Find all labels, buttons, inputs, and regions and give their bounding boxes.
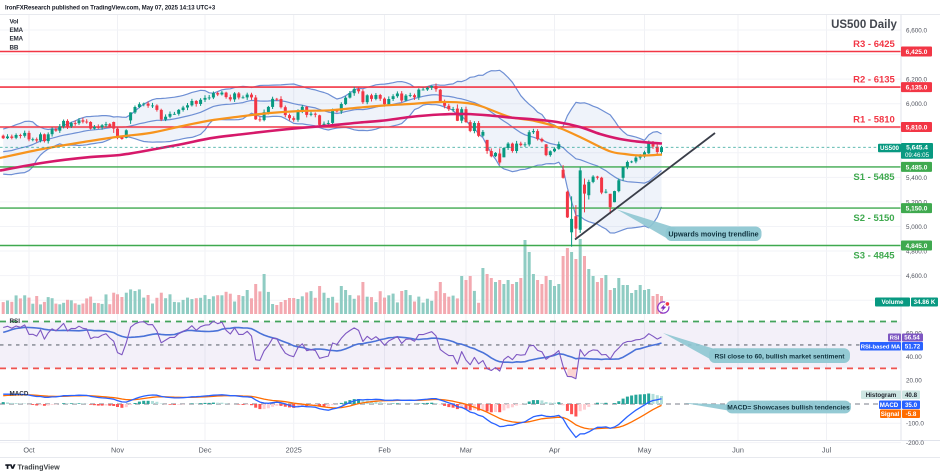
svg-text:RSI: RSI (10, 318, 21, 325)
svg-text:Dec: Dec (199, 446, 212, 455)
svg-text:6,600.0: 6,600.0 (906, 27, 928, 34)
svg-text:5,150.0: 5,150.0 (906, 206, 928, 213)
svg-text:6,200.0: 6,200.0 (906, 77, 928, 84)
svg-text:US500 Daily: US500 Daily (831, 19, 897, 31)
svg-text:Jul: Jul (822, 446, 832, 455)
svg-text:S3 - 4845: S3 - 4845 (853, 251, 895, 262)
svg-text:5,000.0: 5,000.0 (906, 224, 928, 231)
svg-text:Jun: Jun (732, 446, 744, 455)
svg-text:R3 - 6425: R3 - 6425 (853, 39, 895, 50)
svg-text:R2 - 6135: R2 - 6135 (853, 75, 895, 86)
svg-text:May: May (638, 446, 652, 455)
svg-text:5,645.4: 5,645.4 (906, 145, 928, 152)
svg-text:TradingView: TradingView (18, 462, 61, 471)
svg-text:56.54: 56.54 (904, 334, 920, 341)
svg-text:Upwards moving trendline: Upwards moving trendline (668, 229, 758, 238)
svg-text:Apr: Apr (549, 446, 561, 455)
svg-text:20.00: 20.00 (906, 378, 922, 385)
svg-text:Volume: Volume (882, 299, 904, 306)
svg-text:6,000.0: 6,000.0 (906, 101, 928, 108)
svg-text:09:46:05: 09:46:05 (905, 152, 930, 159)
svg-text:R1 - 5810: R1 - 5810 (853, 115, 895, 126)
svg-text:-5.8: -5.8 (906, 411, 917, 418)
svg-text:5,400.0: 5,400.0 (906, 175, 928, 182)
svg-text:EMA: EMA (10, 36, 24, 43)
svg-text:51.72: 51.72 (905, 343, 921, 350)
svg-text:Feb: Feb (378, 446, 391, 455)
svg-text:4,800.0: 4,800.0 (906, 248, 928, 255)
svg-text:-100.0: -100.0 (906, 421, 924, 428)
svg-text:IronFXResearch published on Tr: IronFXResearch published on TradingView.… (5, 5, 216, 11)
svg-text:Mar: Mar (460, 446, 473, 455)
svg-text:MACD: MACD (10, 391, 29, 398)
svg-text:Signal: Signal (881, 411, 900, 418)
svg-text:6,135.0: 6,135.0 (906, 85, 928, 92)
svg-text:5,200.0: 5,200.0 (906, 199, 928, 206)
svg-text:Histogram: Histogram (866, 392, 897, 399)
svg-text:-200.0: -200.0 (906, 440, 924, 447)
svg-text:RSI: RSI (890, 335, 900, 341)
svg-text:US500: US500 (880, 145, 899, 152)
svg-text:BB: BB (10, 44, 19, 51)
svg-text:5,810.0: 5,810.0 (906, 125, 928, 132)
svg-text:RSI close to 60, bullish marke: RSI close to 60, bullish market sentimen… (714, 353, 845, 360)
svg-text:EMA: EMA (10, 27, 24, 34)
svg-text:2025: 2025 (286, 446, 302, 455)
svg-text:4,845.0: 4,845.0 (906, 243, 928, 250)
svg-text:5,485.0: 5,485.0 (906, 164, 928, 171)
svg-text:40.00: 40.00 (906, 354, 922, 361)
svg-text:Nov: Nov (111, 446, 124, 455)
svg-text:S2 - 5150: S2 - 5150 (853, 213, 894, 224)
svg-text:Vol: Vol (10, 18, 19, 25)
svg-text:40.8: 40.8 (905, 392, 918, 399)
svg-text:34.86 K: 34.86 K (914, 299, 936, 306)
svg-text:MACD: MACD (880, 402, 899, 409)
svg-text:35.0: 35.0 (905, 402, 918, 409)
svg-text:MACD= Showcases bullish tenden: MACD= Showcases bullish tendencies (727, 405, 850, 412)
svg-text:4,600.0: 4,600.0 (906, 273, 928, 280)
svg-text:Oct: Oct (23, 446, 34, 455)
svg-text:6,425.0: 6,425.0 (906, 49, 928, 56)
svg-text:RSI-based MA: RSI-based MA (861, 344, 901, 350)
svg-text:S1 - 5485: S1 - 5485 (853, 172, 895, 183)
